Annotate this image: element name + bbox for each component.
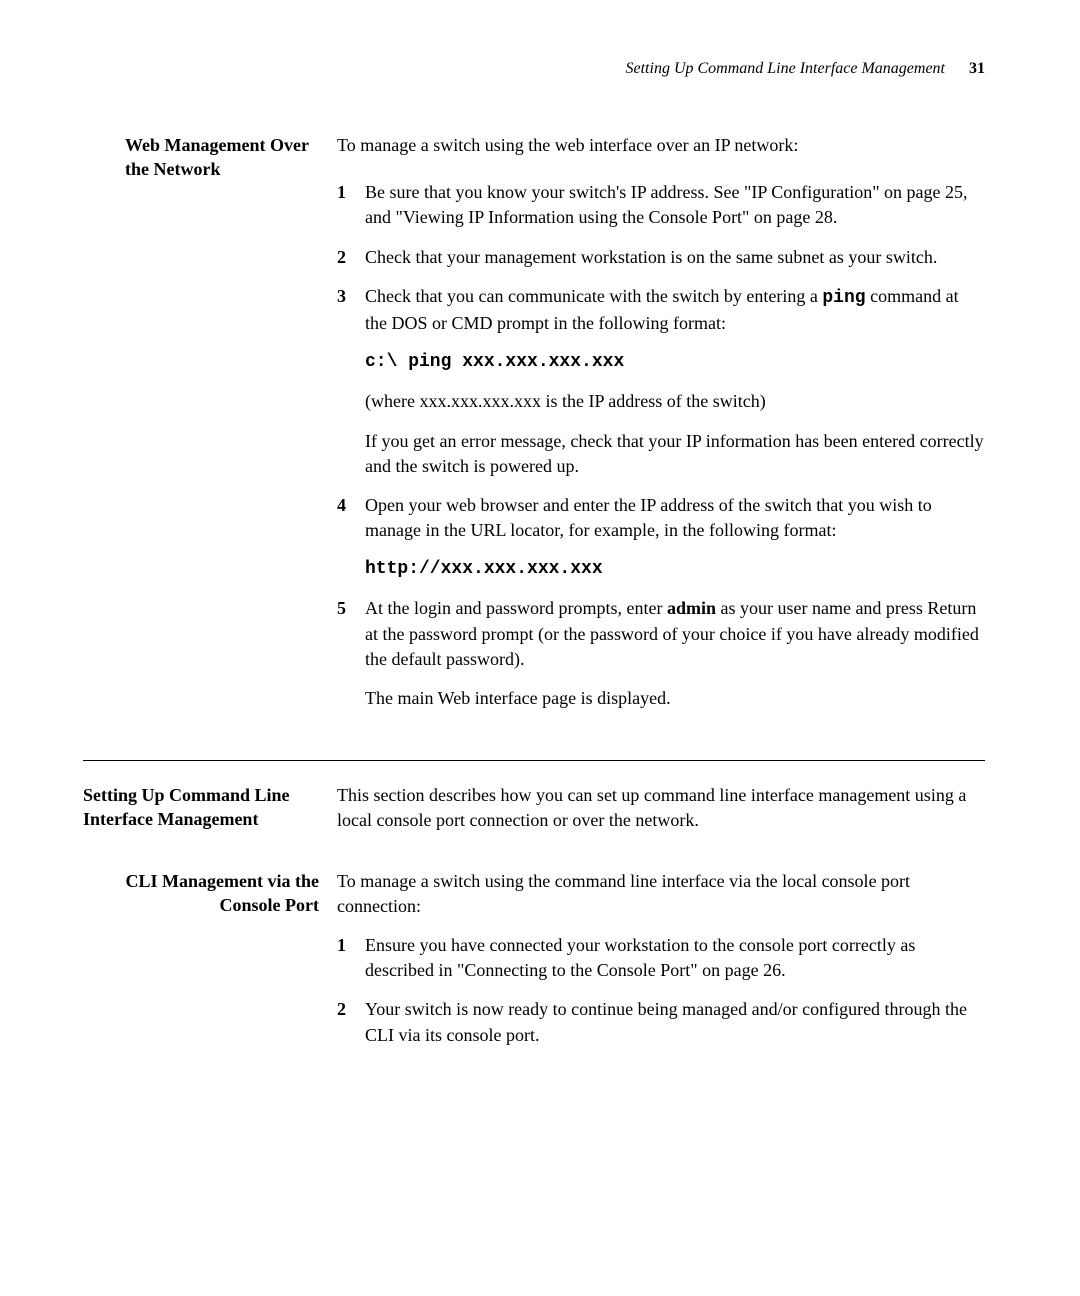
item-text: Check that your management workstation i…	[365, 247, 937, 267]
section-label: Web Management Over the Network	[125, 133, 337, 725]
item-text: Check that you can communicate with the …	[365, 286, 959, 333]
list-item: Be sure that you know your switch's IP a…	[337, 180, 985, 230]
inline-bold: admin	[667, 598, 716, 618]
item-text: At the login and password prompts, enter…	[365, 598, 979, 668]
section-cli-setup: Setting Up Command Line Interface Manage…	[125, 783, 985, 833]
running-title: Setting Up Command Line Interface Manage…	[626, 60, 946, 77]
sub-text: If you get an error message, check that …	[365, 429, 985, 479]
code-block: http://xxx.xxx.xxx.xxx	[365, 557, 985, 582]
section-divider	[83, 760, 985, 761]
item-text: Be sure that you know your switch's IP a…	[365, 182, 968, 227]
page-number: 31	[969, 60, 985, 77]
intro-text: To manage a switch using the command lin…	[337, 869, 985, 919]
body-text: This section describes how you can set u…	[337, 783, 985, 833]
section-web-management: Web Management Over the Network To manag…	[125, 133, 985, 725]
list-item: Check that your management workstation i…	[337, 245, 985, 270]
section-content: To manage a switch using the command lin…	[337, 869, 985, 1062]
sub-text: The main Web interface page is displayed…	[365, 686, 985, 711]
section-label: Setting Up Command Line Interface Manage…	[83, 783, 337, 833]
section-label: CLI Management via the Console Port	[125, 869, 337, 1062]
list-item: At the login and password prompts, enter…	[337, 596, 985, 711]
list-item: Check that you can communicate with the …	[337, 284, 985, 479]
section-content: To manage a switch using the web interfa…	[337, 133, 985, 725]
sub-text: (where xxx.xxx.xxx.xxx is the IP address…	[365, 389, 985, 414]
intro-text: To manage a switch using the web interfa…	[337, 133, 985, 158]
list-item: Your switch is now ready to continue bei…	[337, 997, 985, 1047]
section-cli-console: CLI Management via the Console Port To m…	[125, 869, 985, 1062]
list-item: Open your web browser and enter the IP a…	[337, 493, 985, 583]
numbered-list: Ensure you have connected your workstati…	[337, 933, 985, 1048]
section-content: This section describes how you can set u…	[337, 783, 985, 833]
code-block: c:\ ping xxx.xxx.xxx.xxx	[365, 350, 985, 375]
page-header: Setting Up Command Line Interface Manage…	[125, 60, 985, 78]
list-item: Ensure you have connected your workstati…	[337, 933, 985, 983]
item-text: Open your web browser and enter the IP a…	[365, 495, 932, 540]
numbered-list: Be sure that you know your switch's IP a…	[337, 180, 985, 711]
item-text: Your switch is now ready to continue bei…	[365, 999, 967, 1044]
inline-code: ping	[822, 288, 865, 308]
item-text: Ensure you have connected your workstati…	[365, 935, 915, 980]
